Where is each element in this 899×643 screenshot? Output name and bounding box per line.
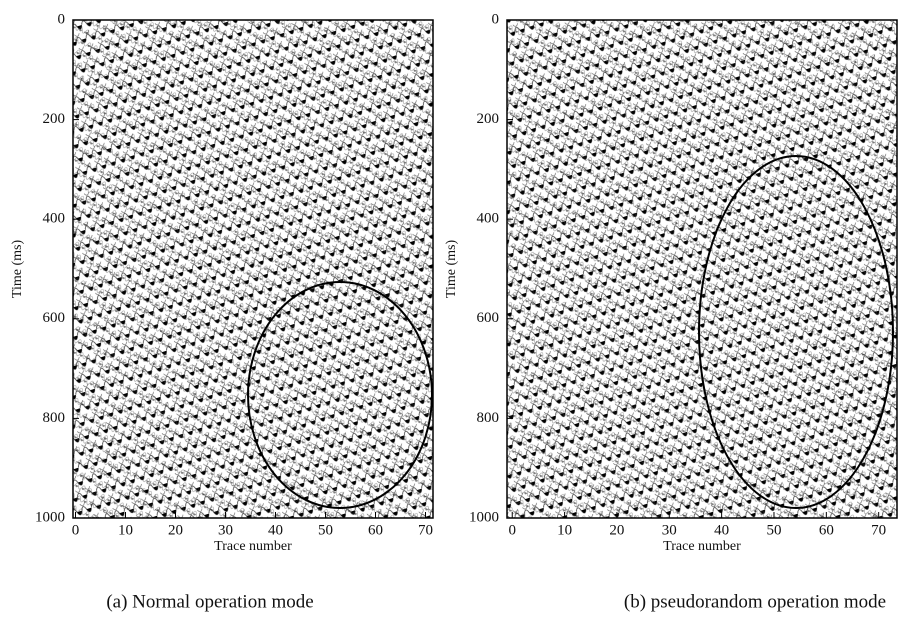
y-tick-label: 200: [477, 111, 500, 127]
y-tick-label: 1000: [35, 509, 65, 525]
seismic-traces: [507, 20, 897, 518]
x-tick-label: 20: [168, 522, 183, 538]
x-tick-label: 30: [662, 522, 677, 538]
x-axis-label: Trace number: [663, 539, 741, 554]
plot-frame: [506, 19, 898, 519]
caption: (a) Normal operation mode: [106, 591, 313, 612]
panel-a-traces: [73, 20, 433, 518]
caption: (b) pseudorandom operation mode: [624, 591, 886, 612]
x-tick-label: 0: [508, 522, 516, 538]
x-tick-label: 70: [871, 522, 886, 538]
seismic-traces: [73, 20, 433, 518]
x-tick-label: 0: [72, 522, 80, 538]
highlight-ellipse: [247, 281, 433, 509]
y-axis-label: Time (ms): [444, 240, 459, 299]
x-tick-label: 50: [766, 522, 781, 538]
x-axis-label: Trace number: [214, 539, 292, 554]
y-tick-label: 0: [492, 11, 500, 27]
y-tick-label: 800: [43, 410, 66, 426]
plot-frame: [72, 19, 434, 519]
x-tick-label: 40: [714, 522, 729, 538]
y-tick-label: 400: [477, 211, 500, 227]
x-tick-label: 40: [268, 522, 283, 538]
y-tick-label: 0: [58, 11, 66, 27]
x-tick-label: 10: [118, 522, 133, 538]
y-tick-label: 1000: [469, 509, 499, 525]
panel-b-traces: [507, 20, 897, 518]
x-tick-label: 10: [557, 522, 572, 538]
highlight-ellipse: [698, 155, 894, 509]
y-tick-label: 200: [43, 111, 66, 127]
x-tick-label: 60: [368, 522, 383, 538]
y-tick-label: 800: [477, 410, 500, 426]
x-tick-label: 60: [819, 522, 834, 538]
x-tick-label: 20: [609, 522, 624, 538]
y-tick-label: 400: [43, 211, 66, 227]
y-tick-label: 600: [477, 310, 500, 326]
x-tick-label: 70: [418, 522, 433, 538]
y-axis-label: Time (ms): [10, 240, 25, 299]
x-tick-label: 30: [218, 522, 233, 538]
x-tick-label: 50: [318, 522, 333, 538]
y-tick-label: 600: [43, 310, 66, 326]
